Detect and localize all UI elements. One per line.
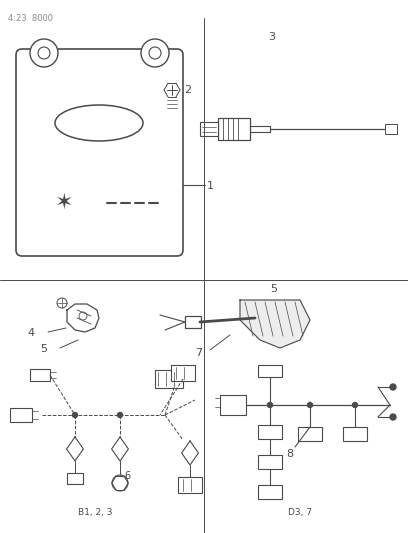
Text: 7: 7 bbox=[195, 348, 202, 358]
Bar bbox=[155, 370, 183, 388]
Circle shape bbox=[30, 39, 58, 67]
Bar bbox=[258, 485, 282, 499]
Ellipse shape bbox=[55, 105, 143, 141]
Text: 6: 6 bbox=[124, 471, 130, 481]
Bar bbox=[258, 455, 282, 469]
Circle shape bbox=[268, 402, 273, 408]
Bar bbox=[171, 365, 195, 381]
Bar bbox=[385, 124, 397, 134]
Text: 4:23  8000: 4:23 8000 bbox=[8, 14, 53, 23]
Text: 5: 5 bbox=[270, 284, 277, 294]
Circle shape bbox=[112, 475, 128, 491]
Bar bbox=[178, 477, 202, 493]
Bar bbox=[343, 427, 367, 441]
Text: 2: 2 bbox=[184, 85, 191, 95]
Circle shape bbox=[353, 402, 357, 408]
Text: 5: 5 bbox=[40, 344, 47, 354]
Circle shape bbox=[38, 47, 50, 59]
Bar bbox=[220, 395, 246, 415]
Circle shape bbox=[308, 402, 313, 408]
Circle shape bbox=[57, 298, 67, 308]
Bar bbox=[258, 365, 282, 377]
Bar bbox=[200, 122, 218, 136]
Circle shape bbox=[390, 384, 396, 390]
Bar bbox=[30, 369, 50, 381]
Text: D3, 7: D3, 7 bbox=[288, 508, 312, 517]
Bar bbox=[67, 473, 83, 484]
Bar bbox=[218, 118, 250, 140]
Bar bbox=[185, 316, 201, 328]
Text: 8: 8 bbox=[286, 449, 293, 459]
FancyBboxPatch shape bbox=[16, 49, 183, 256]
Circle shape bbox=[118, 413, 122, 417]
Text: 1: 1 bbox=[207, 181, 214, 191]
Circle shape bbox=[80, 118, 90, 128]
Circle shape bbox=[141, 39, 169, 67]
Text: 3: 3 bbox=[268, 32, 275, 42]
Text: 4: 4 bbox=[28, 328, 35, 338]
Circle shape bbox=[73, 413, 78, 417]
Circle shape bbox=[108, 118, 118, 128]
Circle shape bbox=[79, 312, 87, 320]
Polygon shape bbox=[240, 300, 310, 348]
Circle shape bbox=[390, 414, 396, 420]
Bar bbox=[258, 425, 282, 439]
Text: ✶: ✶ bbox=[55, 193, 73, 213]
Circle shape bbox=[149, 47, 161, 59]
Bar bbox=[298, 427, 322, 441]
Text: B1, 2, 3: B1, 2, 3 bbox=[78, 508, 112, 517]
Bar bbox=[10, 408, 32, 422]
